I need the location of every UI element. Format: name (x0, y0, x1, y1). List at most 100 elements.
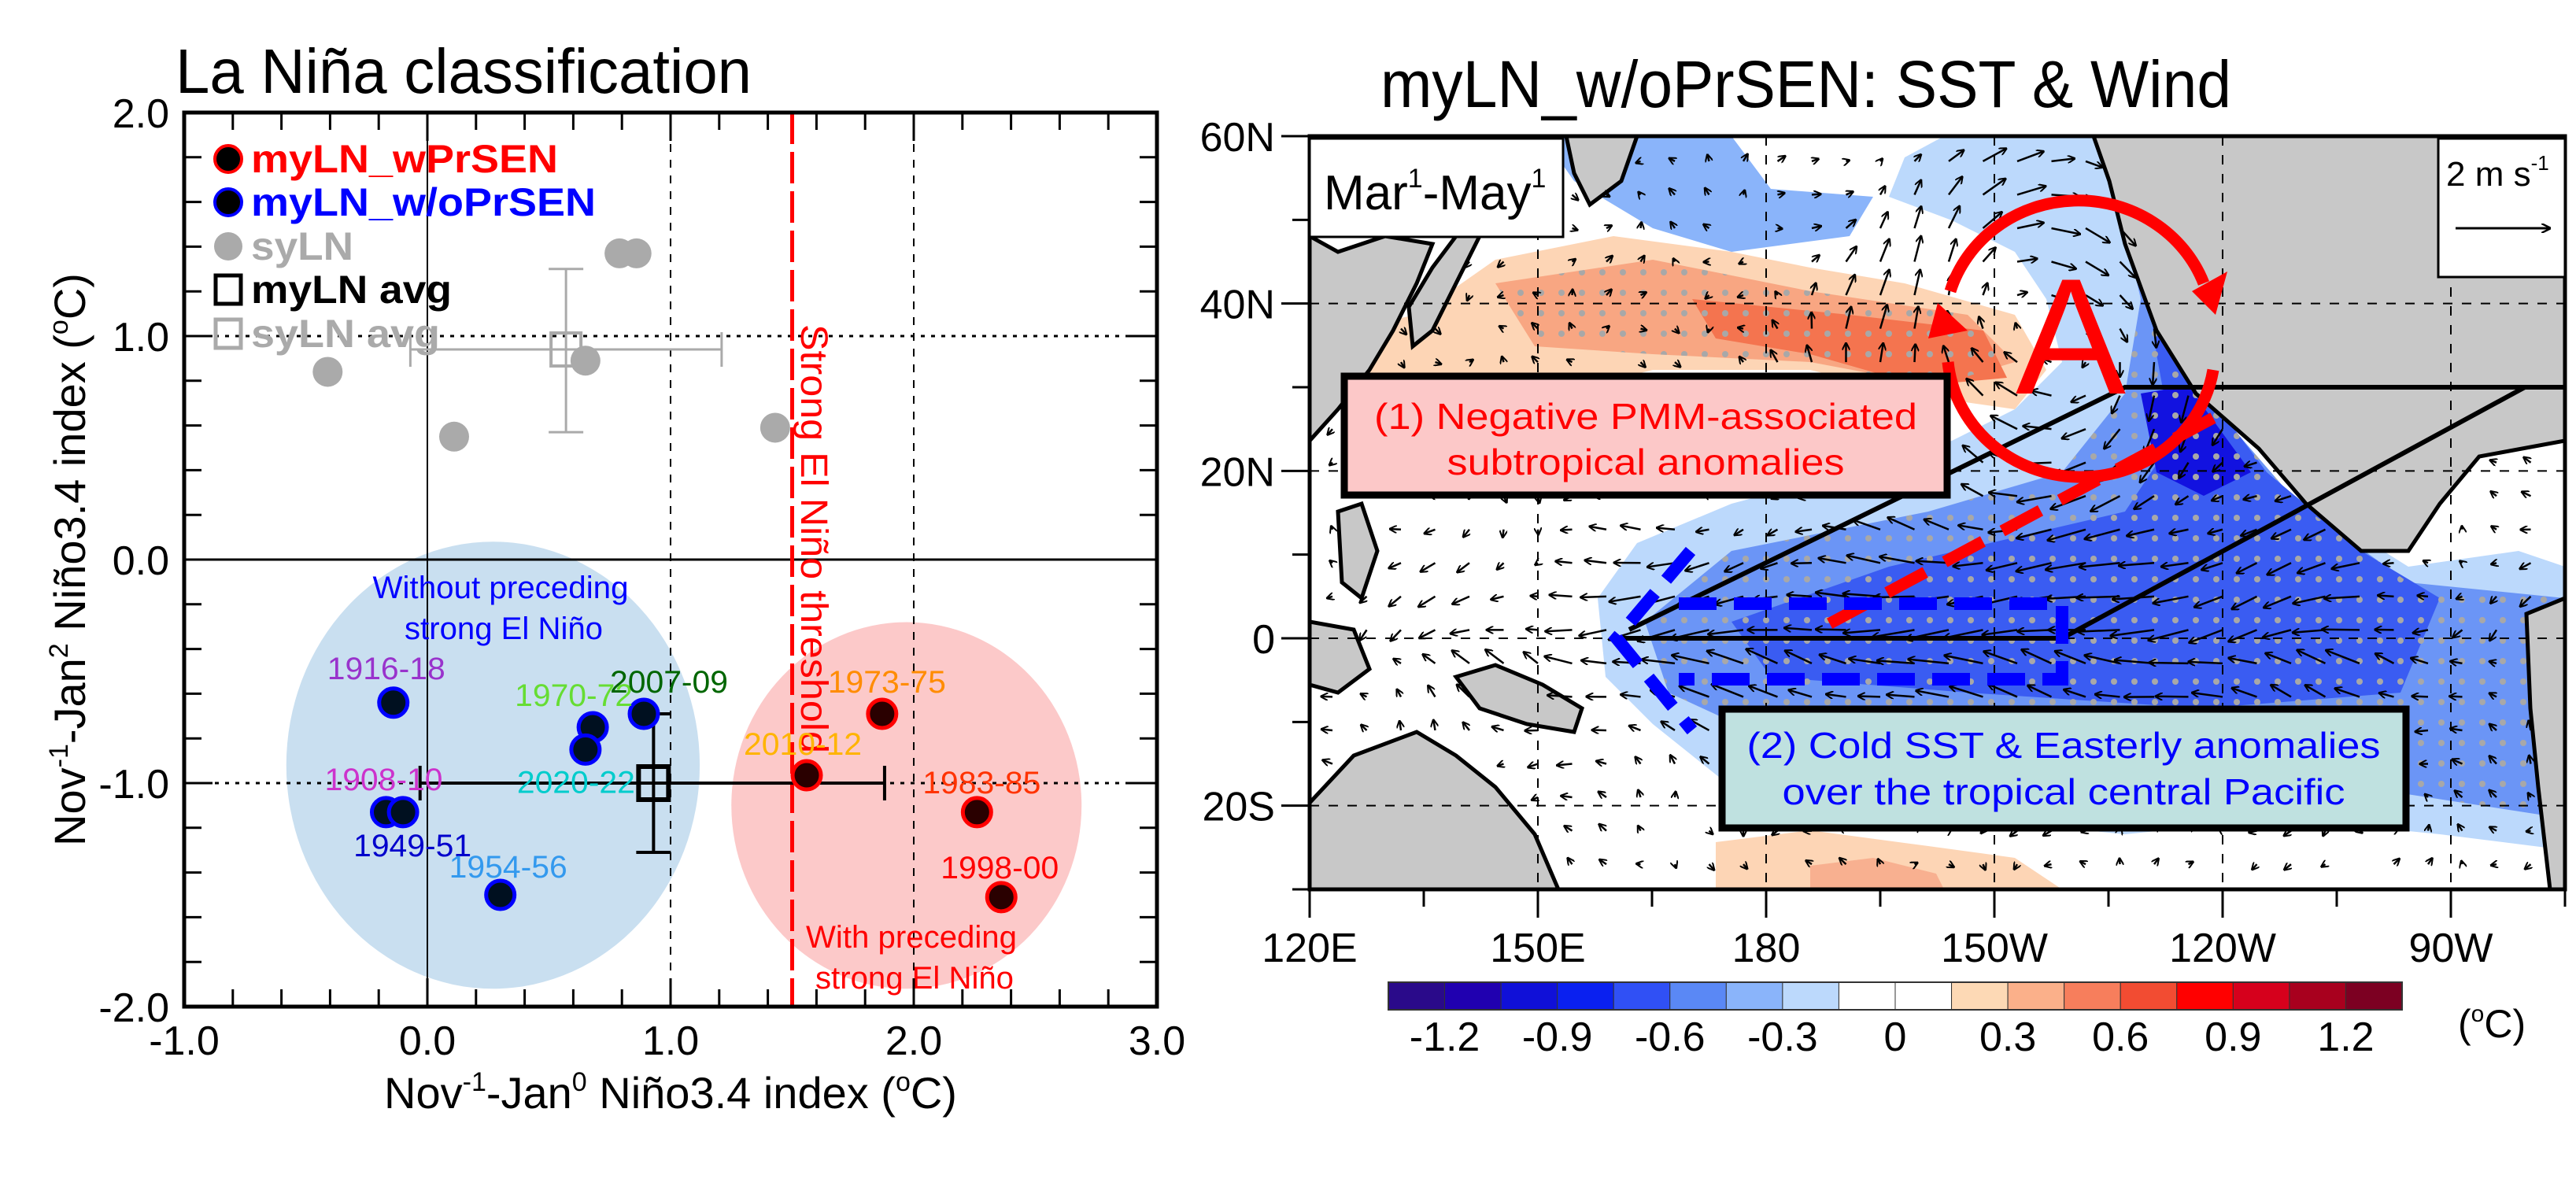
wind-vector (1573, 259, 1576, 261)
wind-vector (1641, 292, 1646, 295)
wind-vector (1502, 529, 1503, 538)
wind-vector (1879, 270, 1889, 296)
wind-vector (1772, 320, 1778, 330)
wind-vector (1805, 860, 1812, 864)
wind-vector (1982, 179, 2006, 196)
wind-vector (1573, 194, 1579, 200)
legend-label-myln-avg: myLN avg (251, 268, 452, 312)
wind-vector (1498, 262, 1504, 268)
myln-point-1983-85 (960, 796, 993, 829)
wind-vector (2140, 461, 2156, 482)
wind-vector (1606, 225, 1612, 227)
wind-vector (2267, 562, 2292, 575)
wind-vector (1544, 656, 1573, 665)
point-label: 1973-75 (828, 665, 946, 700)
wind-vector (1820, 655, 1846, 665)
wind-vector (1675, 792, 1676, 797)
wind-vector (1599, 859, 1606, 864)
wind-vector (1887, 517, 1916, 530)
wind-vector (1428, 686, 1436, 698)
wind-vector (1879, 556, 1915, 564)
wind-vector (1360, 597, 1367, 603)
wind-vector (1947, 206, 1960, 229)
wind-vector (1812, 159, 1819, 161)
colorbar-bin (1444, 981, 1502, 1011)
wind-vector (2489, 661, 2497, 663)
wind-vector (1771, 350, 1779, 363)
wind-vector (1948, 176, 1962, 196)
wind-vector (1791, 563, 1813, 564)
wind-vector (1638, 790, 1640, 797)
wind-vector (1983, 283, 1988, 296)
wind-vector (1787, 595, 1813, 597)
legend-label-wprsen: myLN_wPrSEN (251, 137, 558, 181)
wind-vector (1738, 295, 1743, 298)
wind-vector (1638, 826, 1640, 830)
wind-vector (1712, 684, 1744, 698)
wind-vector (1328, 429, 1332, 434)
wind-vector (2021, 649, 2053, 665)
threshold-label: Strong El Niño threshold (793, 324, 834, 753)
colorbar-bin (1669, 981, 1727, 1011)
wind-vector (2297, 650, 2327, 665)
wind-vector (1360, 629, 1368, 640)
wind-vector (1853, 520, 1881, 530)
wind-vector (1913, 270, 1920, 296)
colorbar-bin (2232, 981, 2290, 1011)
wind-vector (2323, 831, 2326, 837)
wind-vector (1596, 761, 1607, 764)
wind-vector (2153, 595, 2189, 604)
wind-vector (2076, 597, 2120, 598)
wind-vector (1913, 236, 1921, 262)
wind-vector (2161, 563, 2189, 567)
wind-vector (1528, 764, 1539, 767)
wind-vector (1469, 360, 1473, 362)
legend-marker-myln-avg (213, 273, 243, 306)
wind-vector (2520, 595, 2532, 607)
wind-vector (2245, 463, 2257, 467)
wind-vector (2428, 858, 2432, 864)
wind-vector (2415, 730, 2429, 732)
point-label: 1949-51 (353, 829, 471, 863)
wind-vector (1538, 530, 1539, 535)
wind-vector (2104, 428, 2121, 449)
wind-vector (2489, 756, 2497, 765)
colorbar-bin (1951, 981, 2009, 1011)
wind-vector (1743, 190, 1745, 195)
wind-vector (1989, 493, 2018, 496)
point-label: 1983-85 (922, 766, 1040, 800)
wind-vector (2127, 528, 2155, 536)
legend-marker-wprsen (213, 144, 243, 174)
wind-vector (1979, 316, 1983, 329)
wind-vector (2491, 563, 2497, 564)
wind-vector (1707, 154, 1709, 161)
wind-vector (1361, 693, 1367, 697)
wind-vector (2055, 651, 2086, 665)
wind-vector (1606, 256, 1613, 261)
reference-vector-label: 2 m s-1 (2446, 151, 2549, 194)
wind-vector (1983, 652, 2018, 665)
wind-vector (1401, 362, 1404, 368)
wind-vector (2169, 530, 2189, 534)
wind-vector (1669, 188, 1675, 194)
syln-point (570, 346, 601, 376)
wind-vector (1641, 222, 1642, 228)
colorbar-bin (1838, 981, 1896, 1011)
wind-vector (1749, 686, 1778, 698)
wind-vector (1673, 258, 1675, 261)
wind-vector (2016, 259, 2038, 262)
wind-vector (2115, 660, 2155, 663)
wind-vector (1816, 593, 1846, 598)
colorbar-bin (1782, 981, 1839, 1011)
reference-vector-box (2437, 137, 2567, 279)
wind-vector (1795, 530, 1813, 532)
wind-vector (1982, 629, 2018, 634)
wind-vector (1452, 595, 1470, 604)
point-label: 2007-09 (610, 665, 728, 700)
wind-vector (1705, 188, 1709, 195)
wind-vector (2526, 831, 2531, 832)
wind-vector (2284, 864, 2291, 870)
wind-vector (2228, 629, 2257, 641)
myln-point-2010-12 (790, 759, 823, 792)
wind-vector (2489, 693, 2497, 697)
